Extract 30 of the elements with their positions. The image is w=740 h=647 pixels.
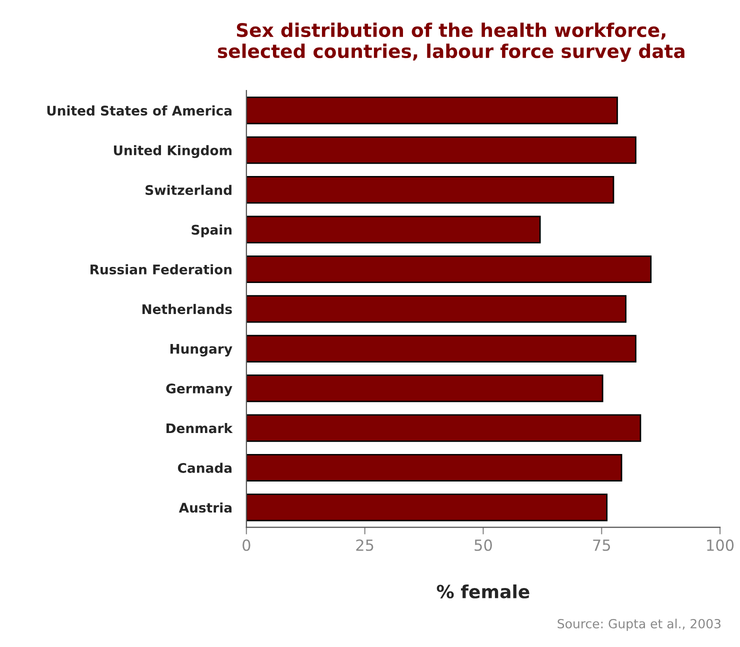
bar [246, 136, 636, 164]
y-tick-label: Spain [192, 224, 232, 238]
y-tick-label: Canada [178, 462, 232, 473]
bar [246, 216, 541, 244]
bar [246, 255, 652, 284]
x-tick-label: 50 [474, 539, 492, 551]
bar [246, 454, 622, 482]
y-tick-label: Switzerland [146, 184, 232, 196]
bar [246, 494, 608, 522]
chart-title: Sex distribution of the health workforce, selected countries, labour force survey data [218, 22, 684, 62]
y-tick-label: Germany [166, 384, 232, 396]
y-tick-label: Denmark [166, 423, 233, 434]
x-tick-label: 75 [593, 540, 610, 551]
y-tick-label: United Kingdom [114, 145, 232, 158]
y-tick-label: United States of America [47, 105, 232, 116]
bar [246, 334, 636, 362]
bar [246, 295, 626, 323]
x-axis-title: % female [436, 584, 530, 598]
y-tick-label: Netherlands [142, 304, 232, 314]
bar [246, 176, 614, 204]
source-note: Source: Gupta et al., 2003 [558, 618, 720, 631]
x-tick-label: 25 [356, 539, 374, 551]
x-tick-label: 100 [707, 539, 734, 551]
bar [246, 374, 604, 402]
y-tick-label: Austria [178, 502, 232, 513]
y-tick-label: Russian Federation [90, 264, 232, 274]
x-tick-label: 0 [242, 539, 250, 551]
bar [246, 96, 618, 124]
y-tick-label: Hungary [170, 344, 232, 356]
bar [246, 414, 642, 442]
